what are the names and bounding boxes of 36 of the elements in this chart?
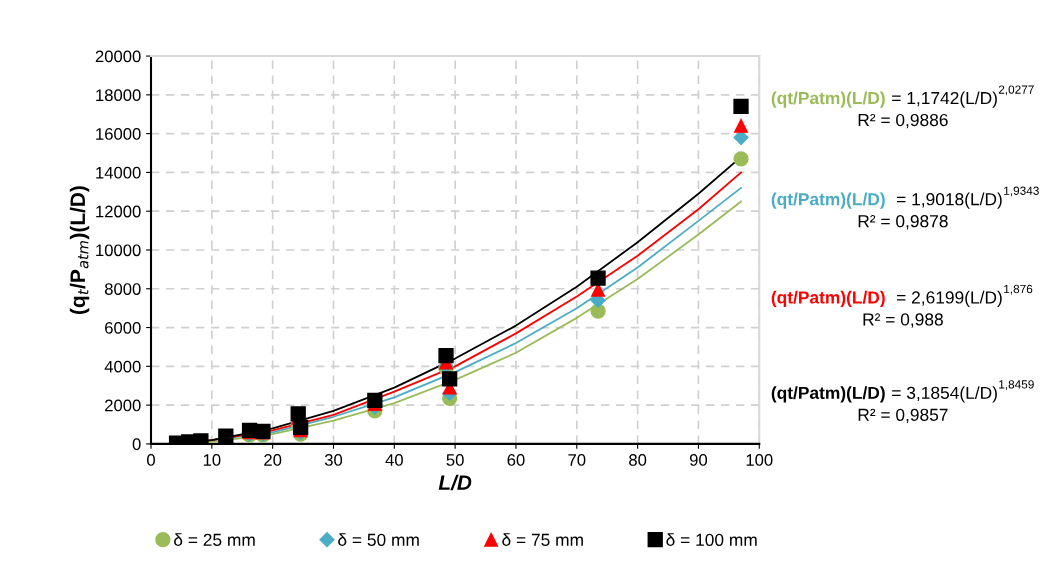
x-tick-label: 70 bbox=[568, 454, 586, 466]
y-tick-label: 4000 bbox=[104, 360, 141, 373]
legend-label: δ = 25 mm bbox=[174, 533, 255, 546]
x-tick-label: 20 bbox=[264, 454, 282, 466]
x-tick-label: 80 bbox=[629, 454, 647, 466]
text: R² = 0,9886 bbox=[858, 113, 948, 129]
x-tick-label: 100 bbox=[746, 454, 773, 466]
y-tick-label: 0 bbox=[132, 438, 141, 451]
text: R² = 0,9878 bbox=[858, 215, 948, 230]
x-tick-label: 60 bbox=[507, 454, 525, 466]
y-tick-label: 12000 bbox=[96, 205, 141, 218]
x-tick-label: 40 bbox=[385, 454, 403, 466]
x-axis-title: L/D bbox=[438, 474, 472, 491]
text: (qt/Patm)(L/D) bbox=[771, 192, 885, 209]
y-tick-label: 18000 bbox=[96, 89, 141, 102]
text: R² = 0,9857 bbox=[858, 408, 948, 424]
y-tick-label: 16000 bbox=[96, 128, 141, 140]
text: R² = 0,988 bbox=[863, 313, 943, 328]
legend-label: δ = 100 mm bbox=[666, 533, 757, 546]
y-axis-title: (q$_{t}$/P$_{atm}$)(L/D) bbox=[69, 186, 90, 314]
text: (qt/Patm)(L/D) bbox=[771, 91, 885, 108]
y-tick-label: 8000 bbox=[104, 283, 141, 295]
x-tick-label: 0 bbox=[147, 454, 155, 466]
x-tick-label: 90 bbox=[689, 454, 708, 466]
legend-label: δ = 50 mm bbox=[338, 533, 419, 546]
y-tick-label: 10000 bbox=[96, 244, 141, 257]
y-tick-label: 20000 bbox=[95, 50, 141, 63]
y-tick-label: 14000 bbox=[96, 166, 141, 179]
text: (qt/Patm)(L/D) bbox=[771, 290, 885, 308]
y-tick-label: 2000 bbox=[105, 399, 141, 412]
x-tick-label: 50 bbox=[446, 454, 464, 466]
legend-label: δ = 75 mm bbox=[502, 533, 583, 546]
text: (qt/Patm)(L/D) bbox=[771, 386, 885, 403]
y-tick-label: 6000 bbox=[105, 321, 141, 334]
x-tick-label: 30 bbox=[324, 454, 343, 466]
x-tick-label: 10 bbox=[203, 454, 221, 466]
